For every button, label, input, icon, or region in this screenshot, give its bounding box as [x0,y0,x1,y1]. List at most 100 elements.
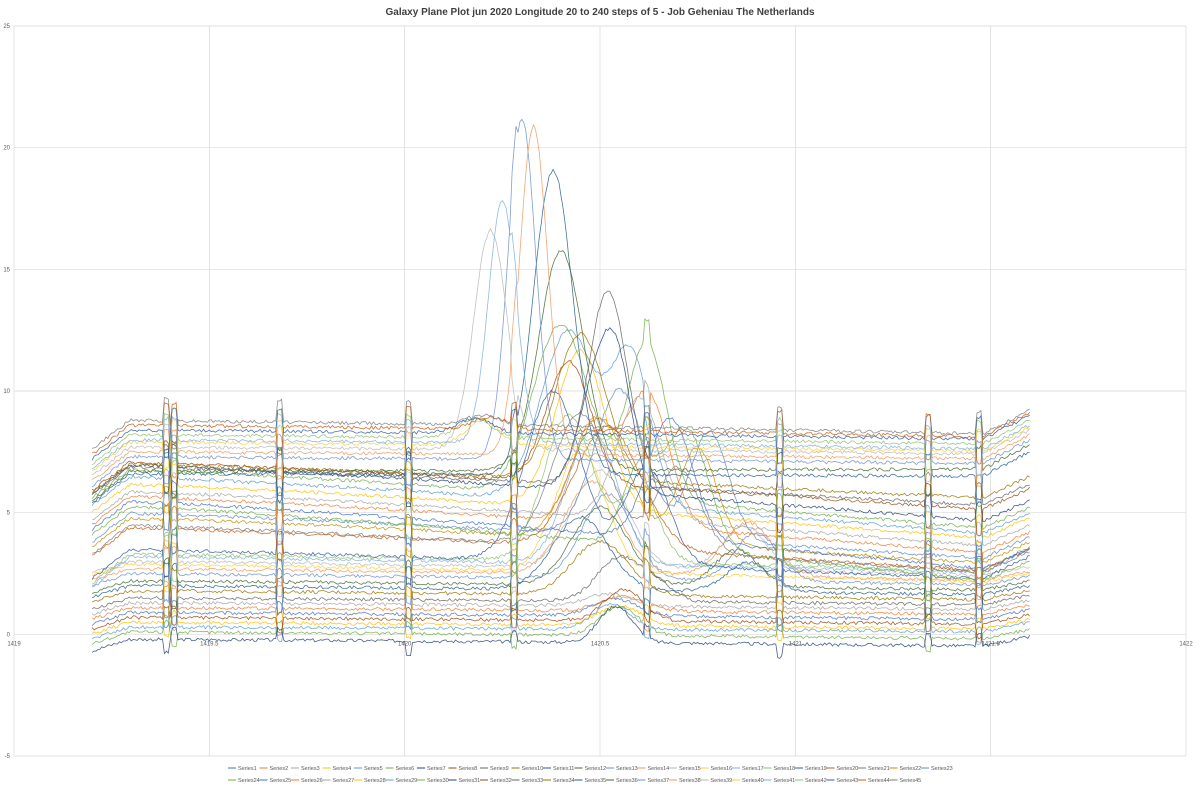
y-tick-label: 0 [7,632,11,638]
series-line [91,328,1030,562]
legend-label: Series5 [364,766,383,772]
legend-label: Series21 [868,766,890,772]
series-line [91,401,1031,465]
x-axis-tick-labels: 1419 1419.5 1420 1420.5 1421 1421.5 1422 [7,641,1193,647]
legend-label: Series3 [301,766,320,772]
legend-item: Series19 [795,766,827,772]
series-lines [91,118,1031,659]
series-line [91,413,1031,597]
series-line [91,426,1030,602]
legend-label: Series32 [490,778,512,784]
legend-label: Series43 [837,778,859,784]
legend-item: Series25 [259,778,292,784]
y-axis-tick-labels: -5 0 5 10 15 20 25 [3,24,10,760]
legend-item: Series40 [732,778,764,784]
legend-label: Series40 [742,778,764,784]
series-line [91,118,1031,489]
legend-label: Series42 [805,778,827,784]
series-line [91,417,1031,578]
series-line [92,410,1030,598]
legend-item: Series38 [669,778,701,784]
legend-label: Series27 [333,778,355,784]
y-tick-label: 15 [3,267,10,273]
legend-label: Series30 [427,778,449,784]
legend-label: Series25 [270,778,292,784]
series-line [92,425,1030,600]
legend-item: Series34 [543,778,575,784]
legend-item: Series39 [700,778,733,784]
series-line [91,605,1030,653]
series-line [92,448,1030,606]
series-line [91,604,1030,642]
legend-item: Series20 [826,766,858,772]
series-line [92,417,1030,579]
series-line [91,168,1030,506]
legend-label: Series23 [931,766,953,772]
legend-item: Series33 [511,778,543,784]
legend-item: Series22 [889,766,922,772]
legend-item: Series4 [322,766,352,772]
y-tick-label: 10 [3,389,10,395]
series-line [91,579,1030,639]
x-tick-label: 1419.5 [200,641,219,647]
legend-label: Series6 [396,766,415,772]
series-line [91,539,1030,626]
legend-item: Series2 [259,766,289,772]
legend-item: Series42 [795,778,827,784]
legend-label: Series1 [238,766,257,772]
series-line [91,430,1030,601]
legend-item: Series24 [228,778,260,784]
legend-label: Series7 [427,766,446,772]
legend-label: Series17 [742,766,764,772]
legend: Series1 Series2 Series3 Series4 Series5 Serie… [228,766,953,784]
legend-item: Series26 [291,778,323,784]
legend-label: Series39 [711,778,733,784]
series-line [91,544,1030,633]
legend-label: Series15 [679,766,701,772]
legend-item: Series21 [858,766,890,772]
legend-item: Series32 [480,778,512,784]
series-line [92,379,1030,570]
series-line [91,227,1031,483]
x-tick-label: 1420.5 [591,641,610,647]
x-tick-label: 1422 [1179,641,1193,647]
legend-item: Series1 [228,766,257,772]
legend-item: Series45 [889,778,921,784]
legend-item: Series7 [417,766,446,772]
legend-item: Series16 [700,766,732,772]
x-tick-label: 1421 [789,641,803,647]
legend-label: Series14 [648,766,670,772]
legend-label: Series2 [270,766,289,772]
x-tick-label: 1421.5 [981,641,1000,647]
series-line [91,605,1031,659]
legend-item: Series44 [858,778,890,784]
chart-title: Galaxy Plane Plot jun 2020 Longitude 20 … [385,7,815,18]
series-line [91,407,1030,465]
series-line [91,583,1030,643]
series-line [92,388,1030,587]
legend-label: Series9 [490,766,509,772]
gridlines [13,25,1187,757]
legend-item: Series13 [606,766,638,772]
legend-item: Series9 [480,766,509,772]
legend-item: Series37 [637,778,669,784]
series-line [91,199,1030,476]
legend-item: Series8 [448,766,477,772]
legend-item: Series10 [511,766,543,772]
legend-item: Series35 [574,778,606,784]
series-line [92,492,1030,606]
legend-label: Series13 [616,766,638,772]
legend-label: Series22 [900,766,922,772]
legend-item: Series18 [763,766,796,772]
y-tick-label: 20 [3,146,10,152]
legend-item: Series12 [574,766,607,772]
x-tick-label: 1419 [7,641,21,647]
y-tick-label: 5 [7,511,11,517]
legend-label: Series4 [333,766,352,772]
legend-label: Series18 [774,766,796,772]
series-line [91,348,1030,551]
legend-label: Series12 [585,766,607,772]
legend-item: Series15 [669,766,701,772]
series-line [91,123,1030,488]
